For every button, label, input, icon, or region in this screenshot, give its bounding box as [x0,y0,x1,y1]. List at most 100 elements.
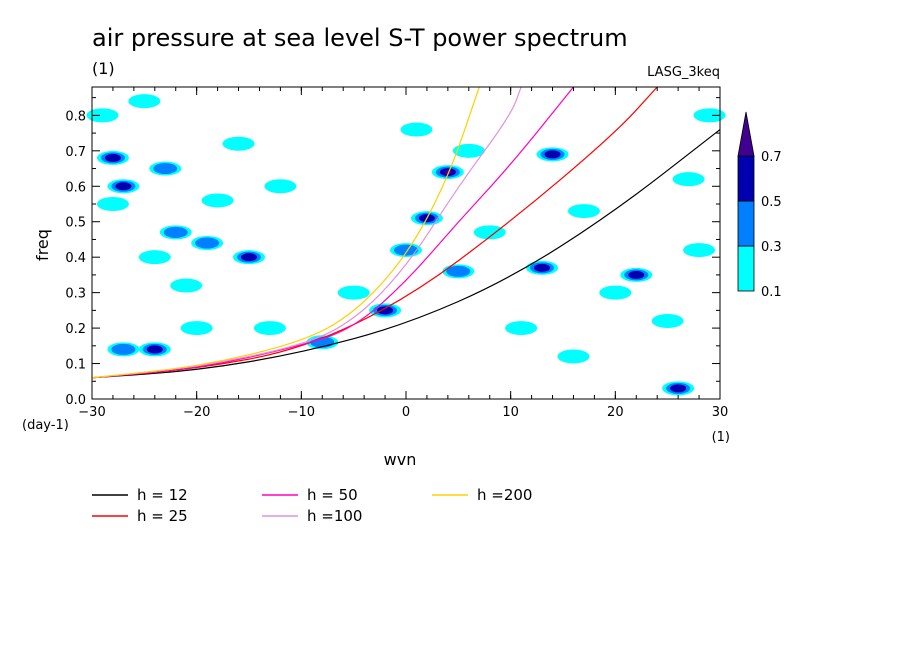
x-tick-label: −20 [183,405,210,420]
power-patch-level-0 [180,321,213,336]
colorbar-label: 0.3 [761,240,782,255]
legend-item: h = 12 [92,486,188,504]
x-tick-label: 30 [712,405,729,420]
power-patch-level-1 [153,163,178,175]
power-patch [693,108,726,123]
power-patch [180,321,213,336]
colorbar-segment [737,245,755,292]
power-patch-level-0 [683,243,716,258]
power-patch [431,165,464,180]
y-tick-label: 0.4 [65,251,86,266]
y-tick-label: 0.0 [65,393,86,408]
legend-label: h = 50 [307,486,358,504]
y-tick-label: 0.2 [65,322,86,337]
power-patch [138,250,171,265]
power-patch-level-0 [201,193,234,208]
power-patch [442,264,475,279]
power-patch-level-0 [138,250,171,265]
y-tick-label: 0.8 [65,109,86,124]
colorbar-label: 0.1 [761,285,782,300]
power-patch [201,193,234,208]
power-patch-level-0 [337,285,370,300]
power-patch-level-0 [557,349,590,364]
power-patch [149,161,182,176]
power-patch-level-0 [651,314,684,328]
x-axis-label: wvn [384,450,417,469]
power-patch [159,225,192,240]
colorbar-arrow [737,111,755,157]
legend-item: h =100 [262,507,362,525]
power-patch-level-2 [628,270,645,279]
x-tick-label: 10 [502,405,519,420]
power-patch [526,260,559,275]
power-patch-level-1 [111,343,136,355]
power-patch-level-0 [473,225,506,240]
power-patch [557,349,590,364]
source-label: LASG_3keq [647,65,720,80]
power-patch [683,243,716,258]
power-patch-level-0 [505,321,538,336]
power-patch-level-2 [670,384,687,393]
legend-label: h =100 [307,507,362,525]
x-tick-label: 20 [607,405,624,420]
power-patch [452,143,485,158]
power-patch-level-0 [452,143,485,158]
power-patch-level-1 [446,265,471,277]
y-axis: 0.0 0.1 0.2 0.3 0.4 0.5 0.6 0.7 0.8 [65,97,720,408]
legend-item: h = 25 [92,507,188,525]
power-patch-level-0 [128,94,161,109]
legend-label: h =200 [477,486,532,504]
power-patch-level-2 [544,150,561,159]
colorbar-label: 0.5 [761,195,782,210]
legend-label: h = 12 [137,486,188,504]
power-patch-level-0 [96,197,129,211]
dispersion-curve [91,129,721,379]
power-patch [620,267,653,282]
power-patch-level-1 [394,244,418,256]
power-patch [651,314,684,328]
power-patch-level-0 [567,204,600,219]
power-patch [473,225,506,240]
power-patches [86,94,726,396]
power-patch [264,179,297,194]
power-patch [662,381,695,396]
power-patch-level-0 [672,172,705,187]
power-patch [107,342,140,357]
power-patch-level-2 [377,306,394,315]
y-tick-label: 0.6 [65,180,86,195]
colorbar-segment [737,200,755,247]
dispersion-curves [91,86,721,379]
power-patch-level-0 [599,285,632,300]
power-patch-level-0 [170,278,203,293]
power-patch-level-2 [146,345,163,354]
dispersion-curve [91,86,574,379]
power-patch-level-0 [693,108,726,123]
power-patch [536,147,569,162]
colorbar-label: 0.7 [761,150,782,165]
power-patch [253,321,286,336]
power-patch-level-2 [241,253,257,262]
power-patch-level-0 [86,108,119,123]
x-axis-unit: (1) [712,430,730,445]
power-patch-level-0 [222,136,255,151]
power-patch [96,197,129,211]
power-patch [128,94,161,109]
power-patch [599,285,632,300]
x-tick-label: −10 [288,405,315,420]
x-tick-label: −30 [78,405,105,420]
power-patch [96,150,129,165]
power-patch [170,278,203,293]
colorbar: 0.1 0.3 0.5 0.7 [737,111,782,300]
power-patch [567,204,600,219]
power-patch [86,108,119,123]
colorbar-segment [737,155,755,202]
power-patch [138,342,171,357]
power-patch [400,122,433,137]
y-axis-unit: (day-1) [22,418,69,433]
power-patch-level-2 [534,263,551,272]
power-patch [222,136,255,151]
dispersion-curve [91,86,480,379]
y-tick-label: 0.1 [65,358,86,373]
